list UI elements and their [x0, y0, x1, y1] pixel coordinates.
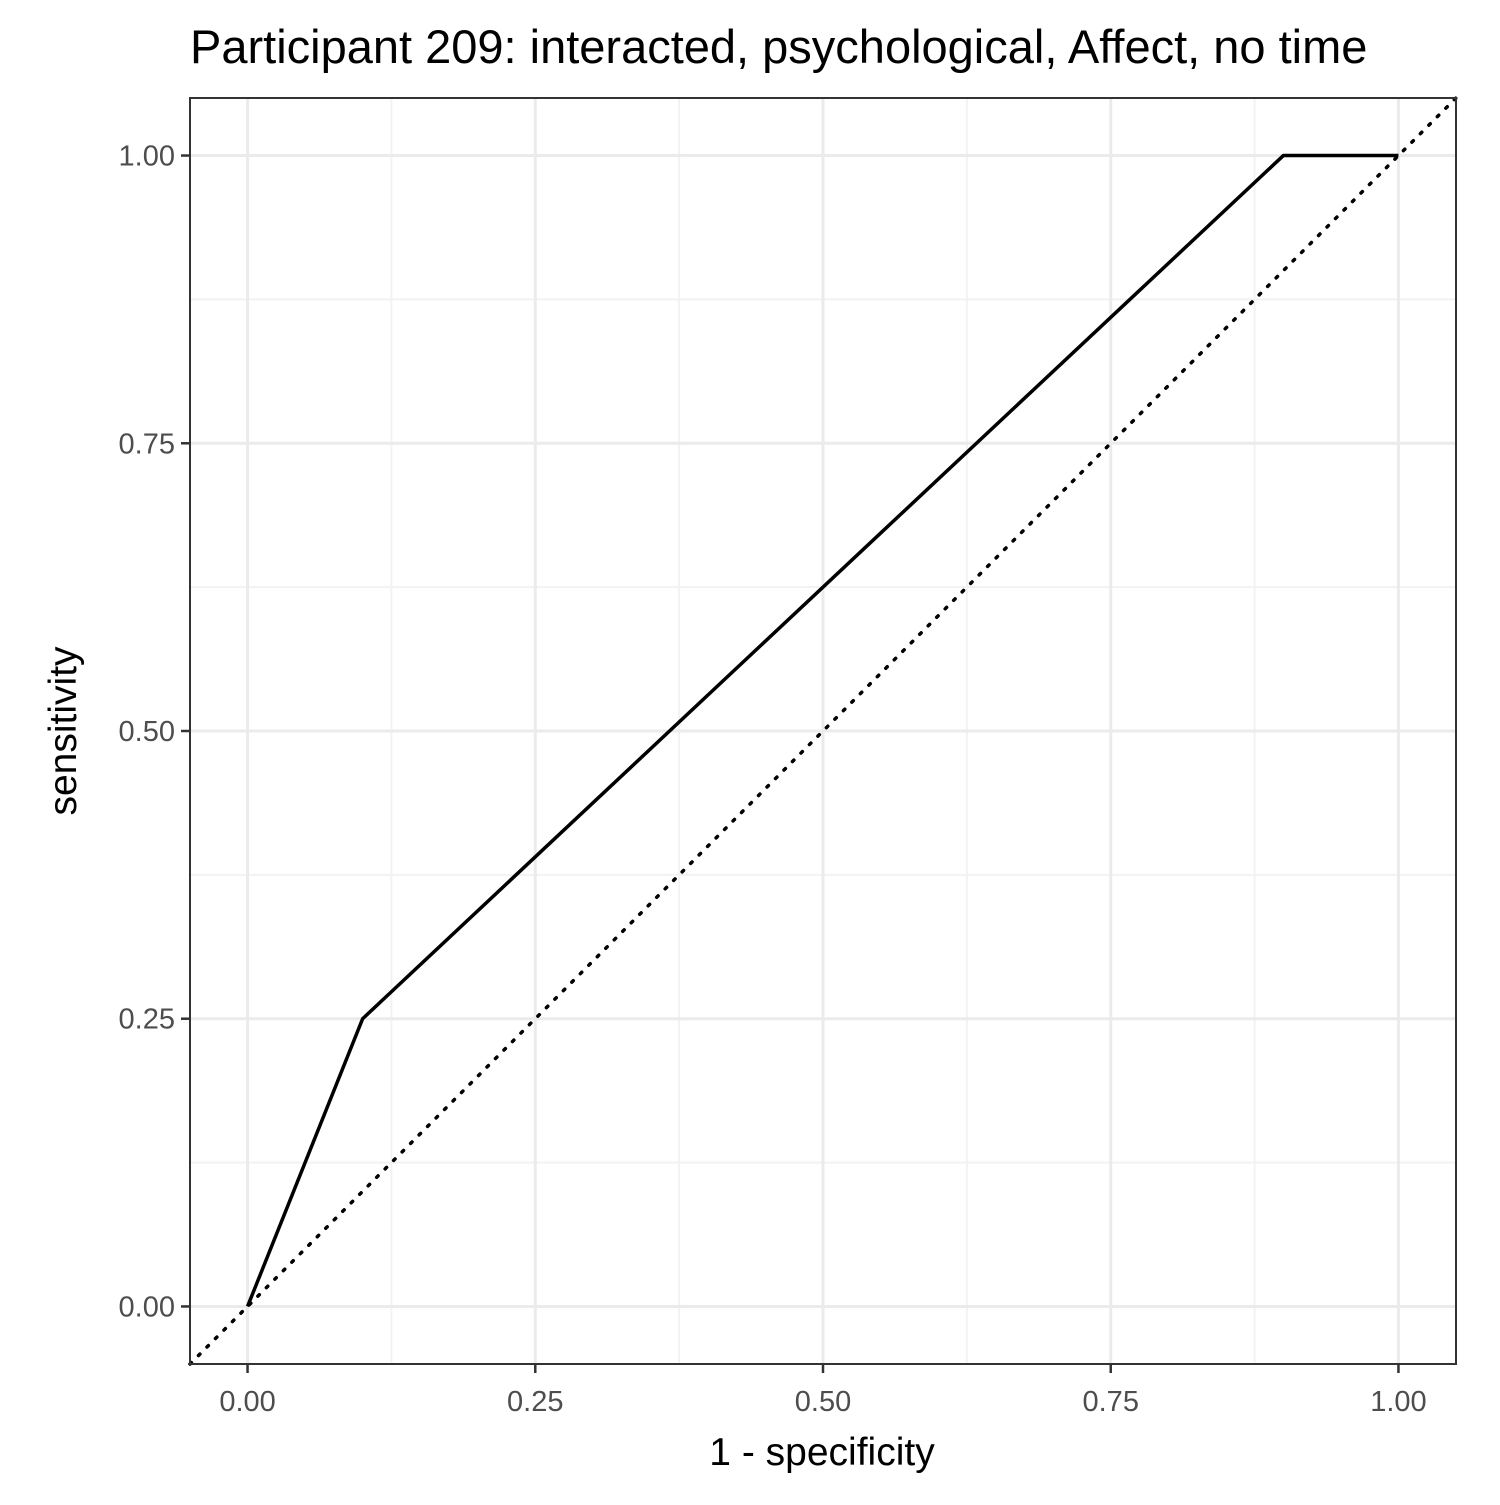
chart-title: Participant 209: interacted, psychologic… [190, 20, 1367, 73]
reference-diagonal-line [188, 96, 1458, 1366]
axis-layer: 0.00 0.25 0.50 0.75 1.00 0.00 0.25 0.50 0.75 1.00 [119, 141, 1427, 1418]
y-tick-label: 0.75 [119, 428, 175, 460]
y-axis-title: sensitivity [42, 646, 85, 816]
x-tick-label: 0.50 [795, 1386, 851, 1418]
x-axis-title: 1 - specificity [709, 1431, 935, 1474]
y-tick-label: 1.00 [119, 141, 175, 173]
grid-layer [190, 98, 1456, 1364]
roc-curve-line [245, 153, 1399, 1308]
y-tick-label: 0.25 [119, 1004, 175, 1036]
x-tick-label: 0.75 [1083, 1386, 1139, 1418]
x-tick-label: 0.25 [507, 1386, 563, 1418]
x-tick-label: 0.00 [219, 1386, 275, 1418]
y-tick-label: 0.50 [119, 716, 175, 748]
series-layer [245, 153, 1399, 1308]
reference-layer [188, 96, 1458, 1366]
x-tick-label: 1.00 [1370, 1386, 1426, 1418]
y-tick-label: 0.00 [119, 1291, 175, 1323]
